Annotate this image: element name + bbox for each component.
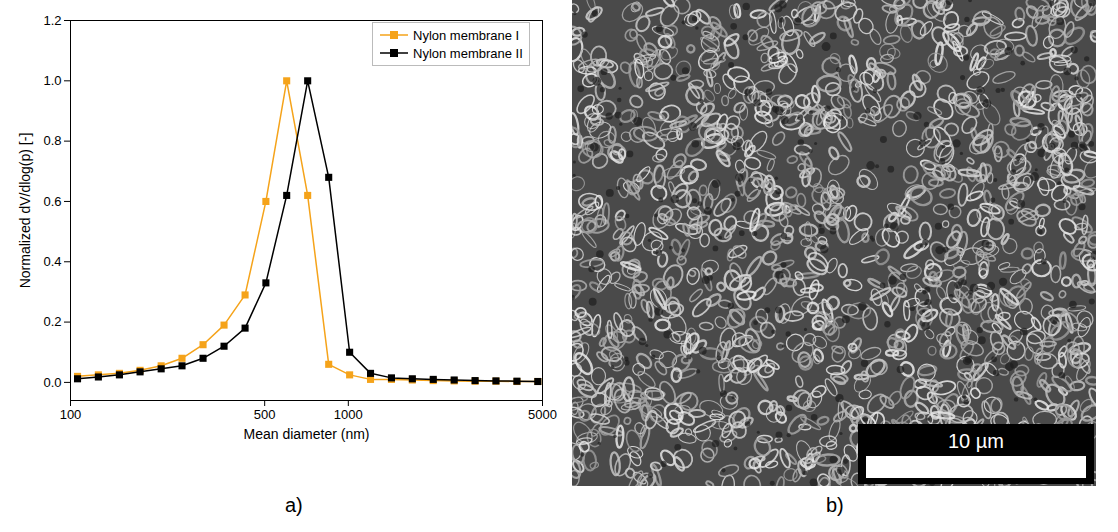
svg-text:0.2: 0.2 xyxy=(43,314,61,329)
svg-text:500: 500 xyxy=(254,407,276,422)
svg-text:10 µm: 10 µm xyxy=(948,430,1004,452)
html-text:Nylon membrane I: Nylon membrane I xyxy=(413,27,520,43)
svg-text:0.8: 0.8 xyxy=(43,133,61,148)
svg-text:Normalized dV/dlog(p) [-]: Normalized dV/dlog(p) [-] xyxy=(17,133,33,289)
svg-text:0.6: 0.6 xyxy=(43,194,61,209)
html-text:a): a) xyxy=(285,494,303,516)
svg-text:1.2: 1.2 xyxy=(43,13,61,28)
svg-text:100: 100 xyxy=(60,407,82,422)
html-text:b): b) xyxy=(826,494,844,516)
html-text:Nylon membrane II: Nylon membrane II xyxy=(413,45,523,61)
svg-text:Mean diameter (nm): Mean diameter (nm) xyxy=(243,426,369,442)
svg-text:0.0: 0.0 xyxy=(43,375,61,390)
svg-text:0.4: 0.4 xyxy=(43,254,61,269)
svg-text:5000: 5000 xyxy=(528,407,557,422)
svg-text:1.0: 1.0 xyxy=(43,73,61,88)
svg-text:1000: 1000 xyxy=(334,407,363,422)
